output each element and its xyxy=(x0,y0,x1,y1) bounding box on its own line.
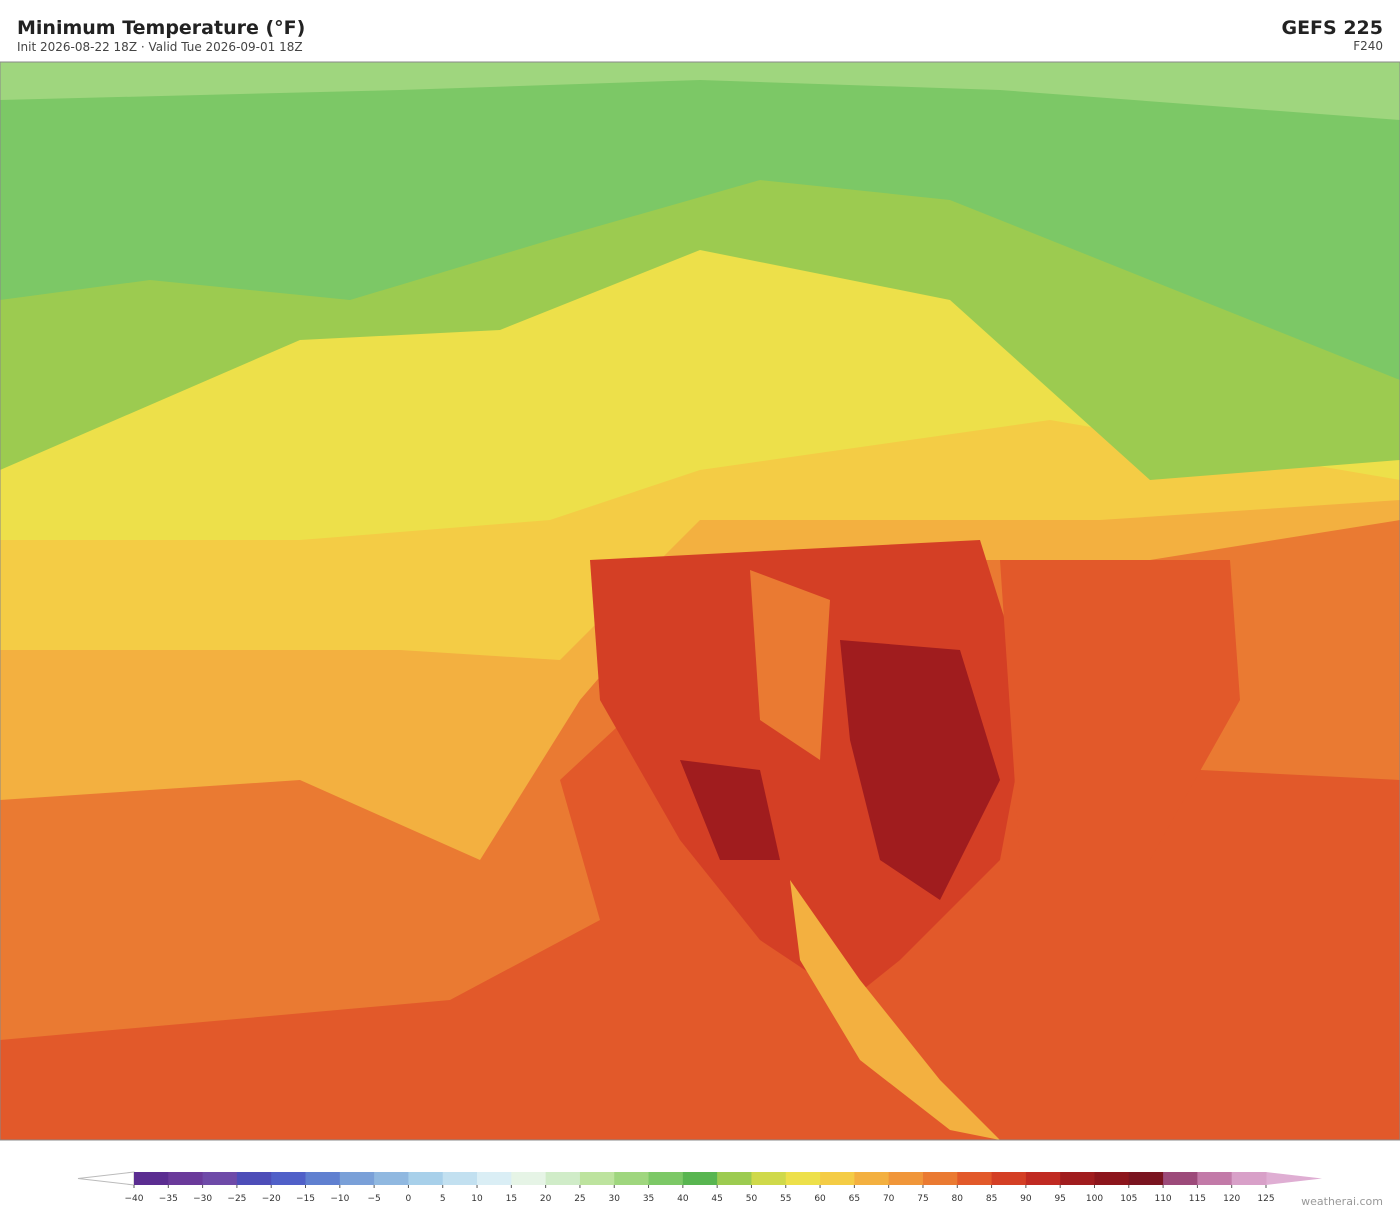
colorbar-label: −5 xyxy=(367,1194,380,1204)
colorbar-segment xyxy=(648,1172,684,1185)
colorbar-label: 115 xyxy=(1189,1194,1206,1204)
colorbar-segment xyxy=(579,1172,615,1185)
colorbar-segment xyxy=(1094,1172,1130,1185)
forecast-hour: F240 xyxy=(1353,39,1383,53)
colorbar-label: 70 xyxy=(883,1194,895,1204)
colorbar-segment xyxy=(751,1172,787,1185)
colorbar-segment xyxy=(305,1172,341,1185)
colorbar-segment xyxy=(820,1172,855,1185)
colorbar-label: 100 xyxy=(1086,1194,1103,1204)
colorbar-segment xyxy=(854,1172,890,1185)
colorbar-label: −40 xyxy=(125,1194,144,1204)
colorbar-label: 50 xyxy=(746,1194,758,1204)
subtitle: Init 2026-08-22 18Z · Valid Tue 2026-09-… xyxy=(17,40,303,54)
colorbar-label: 5 xyxy=(440,1194,446,1204)
colorbar-segment xyxy=(991,1172,1027,1185)
colorbar-segment xyxy=(511,1172,547,1185)
colorbar-label: 55 xyxy=(780,1194,791,1204)
colorbar-segment xyxy=(202,1172,238,1185)
colorbar-label: 65 xyxy=(849,1194,860,1204)
colorbar-segment xyxy=(922,1172,958,1185)
colorbar-label: −30 xyxy=(193,1194,212,1204)
colorbar-over xyxy=(1266,1172,1322,1185)
colorbar-label: 30 xyxy=(609,1194,621,1204)
colorbar-label: 35 xyxy=(643,1194,654,1204)
colorbar-label: 40 xyxy=(677,1194,689,1204)
colorbar-label: 15 xyxy=(506,1194,517,1204)
colorbar-segment xyxy=(785,1172,821,1185)
colorbar-label: 0 xyxy=(406,1194,412,1204)
colorbar-segment xyxy=(888,1172,924,1185)
colorbar-segment xyxy=(1025,1172,1061,1185)
colorbar-label: 85 xyxy=(986,1194,997,1204)
colorbar-label: 45 xyxy=(711,1194,722,1204)
colorbar-label: 80 xyxy=(952,1194,964,1204)
colorbar-segment xyxy=(545,1172,581,1185)
colorbar-label: −35 xyxy=(159,1194,178,1204)
colorbar-label: 95 xyxy=(1054,1194,1065,1204)
colorbar-label: 75 xyxy=(917,1194,928,1204)
colorbar-segment xyxy=(477,1172,512,1185)
colorbar-segment xyxy=(1060,1172,1095,1185)
colorbar-segment xyxy=(1197,1172,1233,1185)
colorbar: −40 −35 −30 −25 −20 −15 −10 −5 0 5 10 15 20 25 30 35 40 4… xyxy=(77,1171,1322,1204)
colorbar-segment xyxy=(134,1172,169,1185)
colorbar-segment xyxy=(408,1172,444,1185)
colorbar-label: 25 xyxy=(574,1194,585,1204)
colorbar-label: 110 xyxy=(1154,1194,1171,1204)
colorbar-label: −20 xyxy=(262,1194,281,1204)
colorbar-segment xyxy=(957,1172,993,1185)
colorbar-label: −25 xyxy=(227,1194,246,1204)
colorbar-label: 60 xyxy=(814,1194,826,1204)
colorbar-label: −15 xyxy=(296,1194,315,1204)
colorbar-label: 90 xyxy=(1020,1194,1032,1204)
colorbar-under xyxy=(77,1171,135,1186)
colorbar-label: 20 xyxy=(540,1194,552,1204)
colorbar-segment xyxy=(236,1172,272,1185)
colorbar-segment xyxy=(374,1172,409,1185)
colorbar-segment xyxy=(1231,1172,1267,1185)
colorbar-segment xyxy=(271,1172,307,1185)
colorbar-segment xyxy=(717,1172,752,1185)
title: Minimum Temperature (°F) xyxy=(17,17,305,39)
model: GEFS 225 xyxy=(1281,17,1383,39)
colorbar-label: 120 xyxy=(1223,1194,1240,1204)
colorbar-label: 105 xyxy=(1120,1194,1137,1204)
colorbar-label: 10 xyxy=(471,1194,483,1204)
colorbar-segment xyxy=(1128,1172,1164,1185)
temperature-map xyxy=(0,62,1400,1140)
colorbar-segment xyxy=(442,1172,478,1185)
colorbar-segment xyxy=(614,1172,650,1185)
colorbar-segment xyxy=(682,1172,718,1185)
colorbar-segment xyxy=(168,1172,204,1185)
colorbar-segment xyxy=(339,1172,375,1185)
map-frame xyxy=(0,61,1400,1141)
credit: weatherai.com xyxy=(1301,1195,1383,1208)
colorbar-label: −10 xyxy=(330,1194,349,1204)
colorbar-segment xyxy=(1163,1172,1198,1185)
colorbar-label: 125 xyxy=(1257,1194,1274,1204)
